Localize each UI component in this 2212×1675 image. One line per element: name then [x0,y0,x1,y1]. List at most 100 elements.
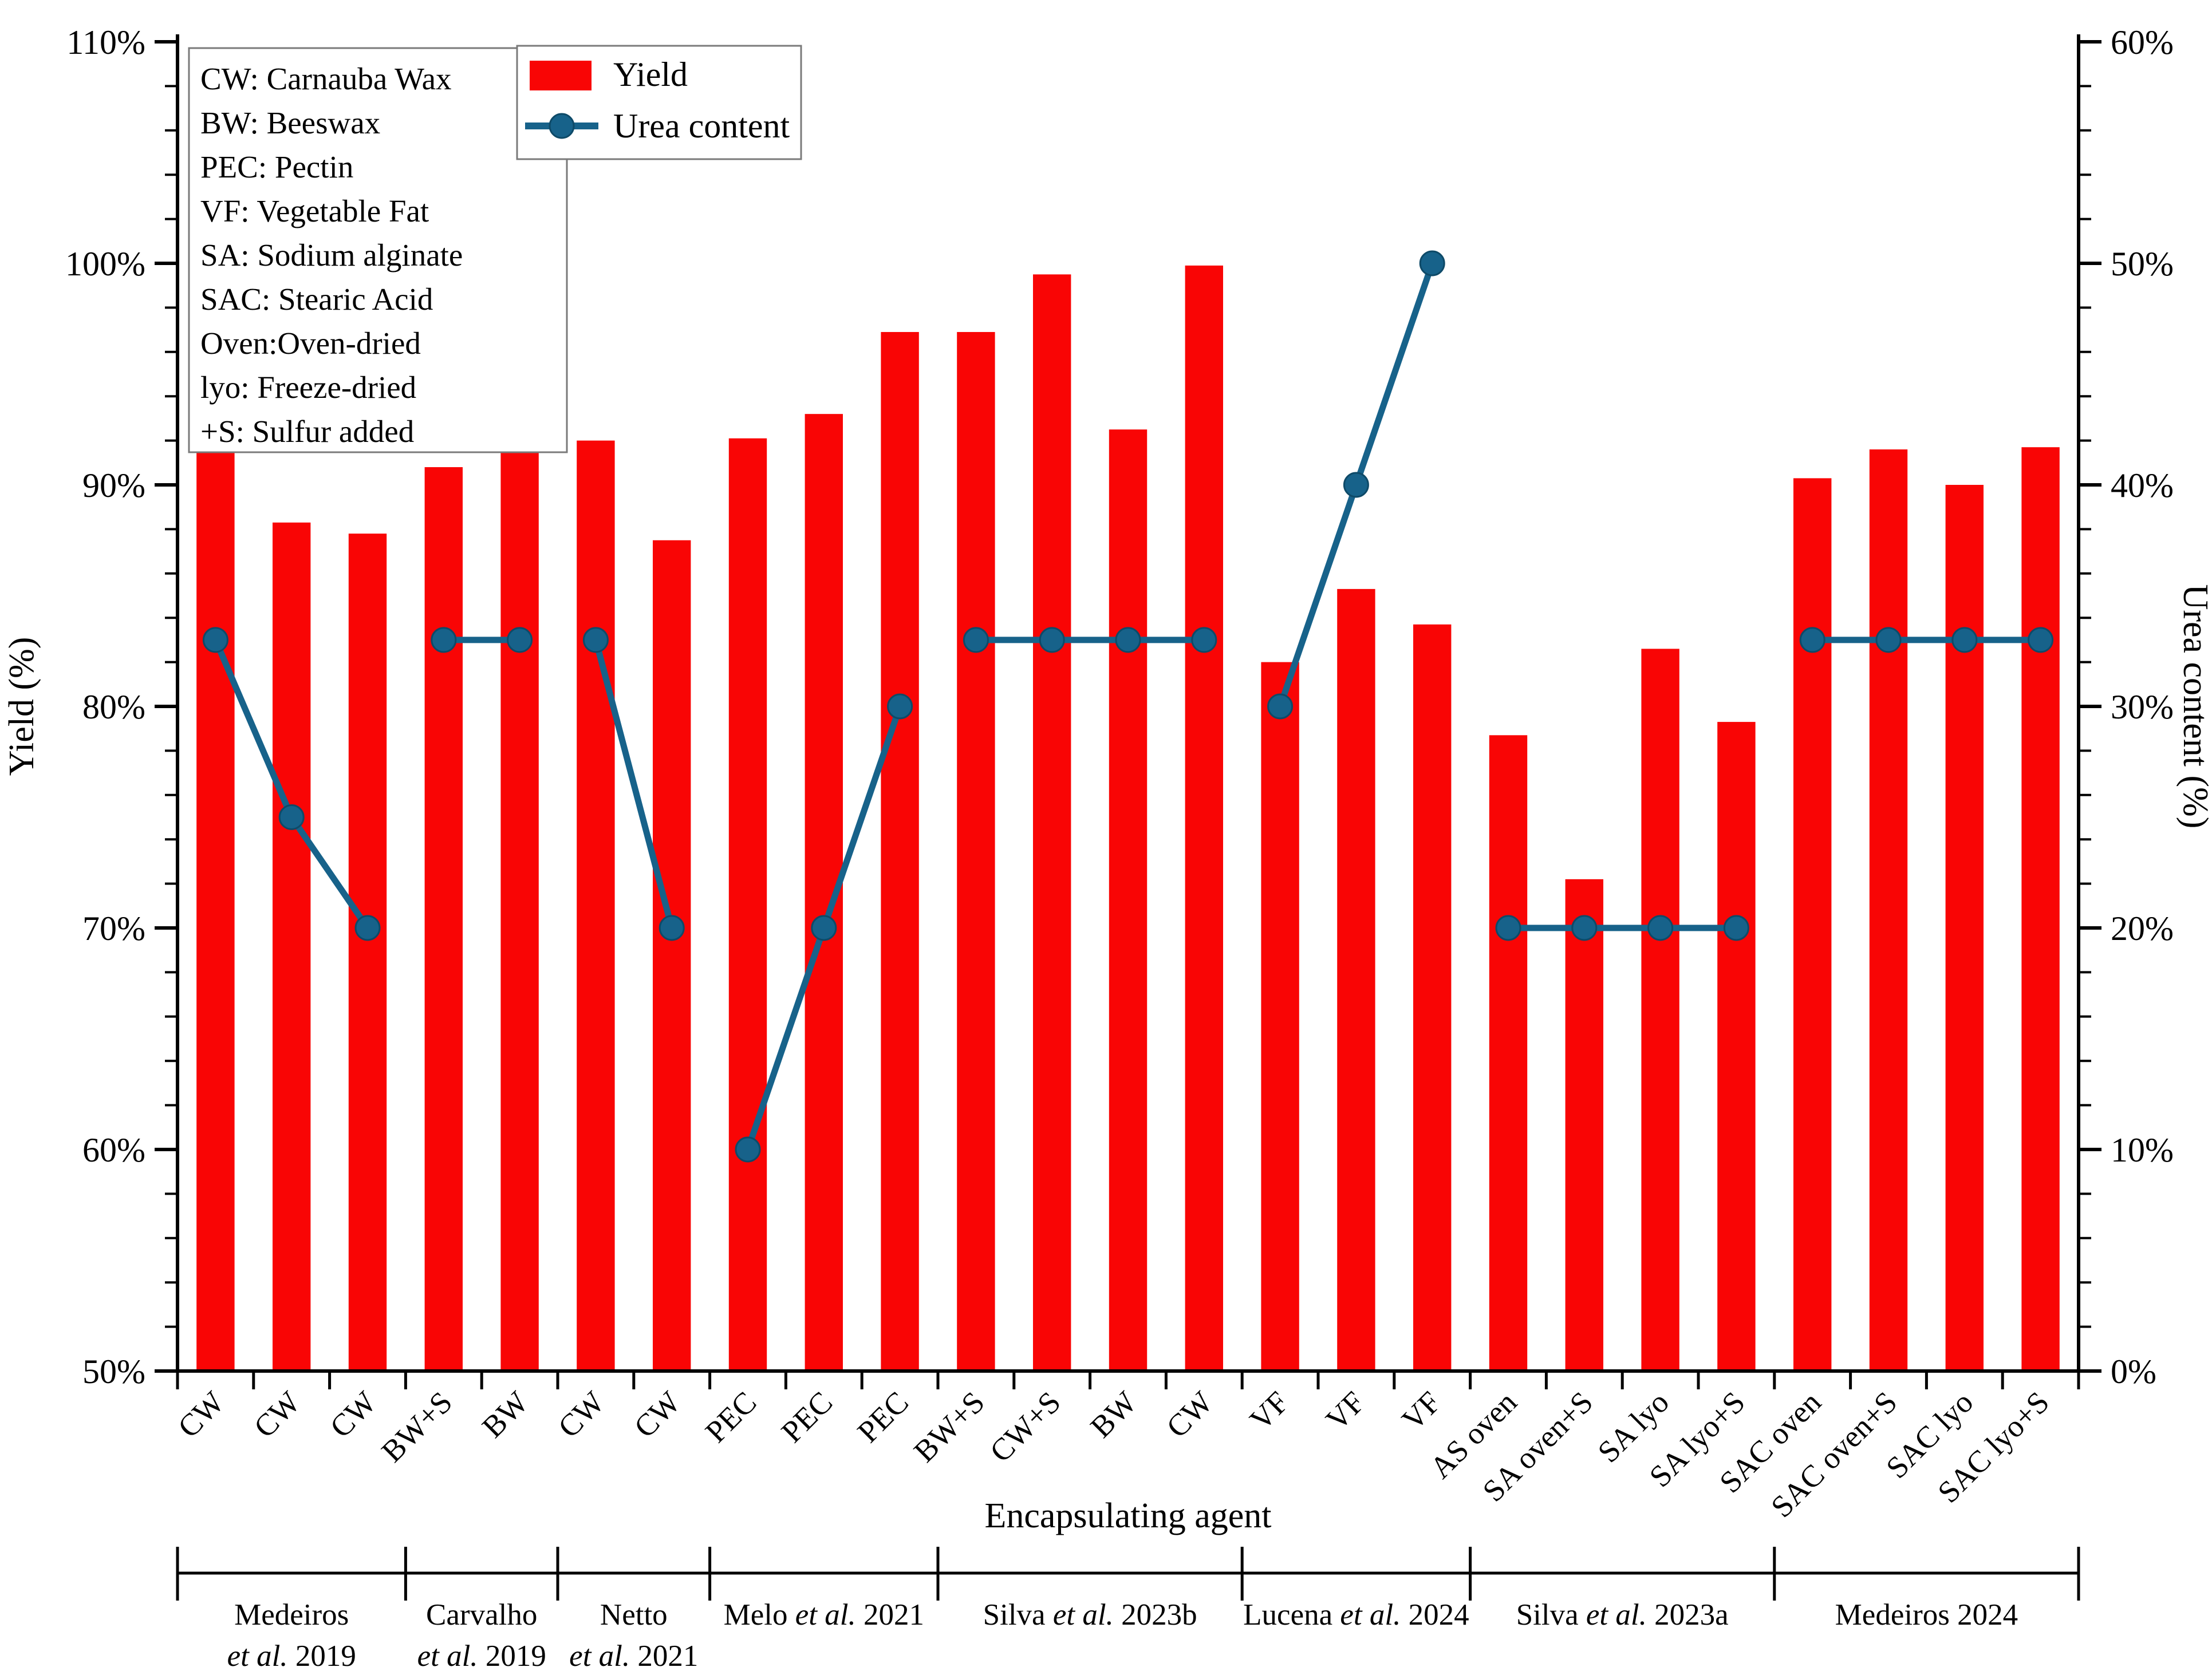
key-line: CW: Carnauba Wax [200,61,452,96]
left-tick-label: 90% [82,467,145,504]
yield-bar-SA-lyo+S [1717,722,1756,1371]
urea-point [354,915,381,941]
urea-point [1191,627,1217,653]
right-axis-title: Urea content (%) [2176,584,2212,829]
x-axis-title: Encapsulating agent [985,1496,1272,1535]
yield-bar-AS-oven [1489,735,1528,1371]
urea-point [1039,627,1065,653]
legend-urea-label: Urea content [613,107,790,145]
urea-point [963,627,989,653]
yield-bar-PEC [881,331,919,1371]
yield-bar-CW [273,522,311,1371]
legend-yield-label: Yield [613,56,688,93]
key-line: PEC: Pectin [200,149,353,184]
category-label-VF: VF [1319,1385,1371,1437]
legend-yield-swatch [530,61,592,90]
category-label-CW: CW [247,1385,307,1444]
urea-point [431,627,457,653]
right-tick-label: 40% [2111,467,2174,504]
urea-point [507,627,533,653]
left-tick-label: 70% [82,910,145,947]
yield-bar-SA-oven+S [1565,879,1603,1371]
key-line: lyo: Freeze-dried [200,370,416,405]
urea-point [2028,627,2054,653]
yield-bar-CW [348,534,387,1371]
group-label-8: Medeiros 2024 [1835,1598,2018,1631]
right-tick-label: 10% [2111,1131,2174,1169]
urea-point [202,627,228,653]
key-line: SAC: Stearic Acid [200,282,433,317]
group-label-3: Netto [600,1598,668,1631]
left-tick-label: 100% [65,245,145,283]
yield-bar-SAC-lyo [1945,485,1984,1371]
category-label-PEC: PEC [775,1385,839,1449]
category-label-CW: CW [1160,1385,1219,1444]
key-line: VF: Vegetable Fat [200,193,429,228]
group-label-2: Carvalho [426,1598,537,1631]
category-label-PEC: PEC [851,1385,915,1449]
yield-bar-CW+S [1033,274,1071,1372]
right-tick-label: 60% [2111,23,2174,61]
yield-bar-SAC-lyo+S [2021,447,2060,1372]
right-tick-label: 50% [2111,245,2174,283]
left-tick-label: 110% [66,23,145,61]
left-tick-label: 50% [82,1353,145,1390]
group-label-4: Melo et al. 2021 [724,1598,924,1631]
key-line: +S: Sulfur added [200,414,414,449]
urea-point [1495,915,1521,941]
urea-point [1799,627,1825,653]
yield-bar-VF [1261,662,1299,1371]
urea-point [887,693,913,720]
left-axis-title: Yield (%) [2,637,41,776]
group-label-6: Lucena et al. 2024 [1243,1598,1469,1631]
yield-bar-VF [1337,588,1375,1371]
category-label-VF: VF [1395,1385,1447,1437]
urea-point [659,915,685,941]
category-label-PEC: PEC [699,1385,763,1449]
urea-point [1267,693,1294,720]
urea-point [1951,627,1978,653]
urea-point [1419,250,1445,276]
yield-bar-CW [196,449,235,1371]
yield-bar-BW [500,432,539,1371]
category-label-BW: BW [1084,1385,1144,1444]
urea-point [1723,915,1749,941]
group-label-5: Silva et al. 2023b [983,1598,1197,1631]
yield-bar-VF [1413,624,1452,1371]
group-label-1: Medeiros [234,1598,349,1631]
key-line: BW: Beeswax [200,105,380,140]
group-label-3: et al. 2021 [569,1640,698,1673]
key-line: Oven:Oven-dried [200,326,421,361]
yield-bar-PEC [728,438,767,1371]
key-line: SA: Sodium alginate [200,238,463,272]
category-label-BW+S: BW+S [907,1385,991,1469]
category-label-BW: BW [475,1385,535,1444]
yield-bar-CW [577,440,615,1371]
legend-urea-marker [549,113,575,139]
yield-bar-SA-lyo [1641,649,1679,1371]
urea-point [278,804,305,830]
yield-bar-CW [653,540,691,1371]
urea-point [1115,627,1141,653]
group-label-2: et al. 2019 [417,1640,546,1673]
yield-bar-CW [1185,265,1223,1371]
right-tick-label: 30% [2111,688,2174,726]
category-label-CW: CW [171,1385,231,1444]
yield-bar-BW+S [957,331,995,1371]
urea-point [1343,472,1369,498]
yield-bar-SAC-oven+S [1869,449,1908,1371]
category-label-CW: CW [628,1385,687,1444]
yield-bar-BW+S [424,467,463,1371]
urea-point [1875,627,1902,653]
yield-bar-BW [1109,429,1148,1371]
yield-bar-SAC-oven [1793,478,1832,1371]
group-label-7: Silva et al. 2023a [1516,1598,1729,1631]
category-label-BW+S: BW+S [375,1385,459,1469]
abbreviation-key-box [188,47,568,453]
left-tick-label: 80% [82,688,145,726]
urea-point [811,915,837,941]
urea-point [1571,915,1598,941]
category-label-CW+S: CW+S [983,1385,1067,1469]
